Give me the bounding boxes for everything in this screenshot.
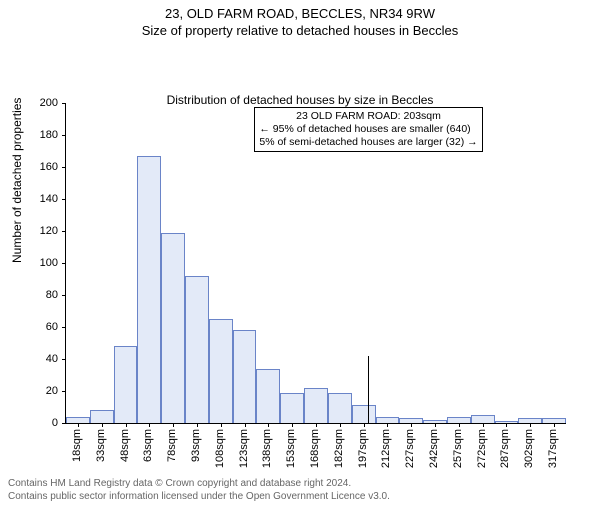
histogram-bar xyxy=(209,319,233,423)
histogram-bar xyxy=(161,233,185,423)
histogram-bar xyxy=(256,369,280,423)
x-tick-label: 33sqm xyxy=(95,429,107,462)
x-tick-label: 317sqm xyxy=(547,429,559,468)
footer-line-1: Contains HM Land Registry data © Crown c… xyxy=(8,477,592,490)
page-title-subtitle: Size of property relative to detached ho… xyxy=(0,23,600,38)
y-tick-label: 180 xyxy=(28,129,58,141)
histogram-bar xyxy=(185,276,209,423)
x-tick-label: 63sqm xyxy=(142,429,154,462)
histogram-bar xyxy=(90,410,114,423)
annotation-line: 5% of semi-detached houses are larger (3… xyxy=(259,136,477,149)
y-tick-label: 200 xyxy=(28,97,58,109)
histogram-bar xyxy=(352,405,376,423)
property-marker-line xyxy=(368,356,370,423)
x-tick-label: 138sqm xyxy=(261,429,273,468)
x-tick-label: 123sqm xyxy=(238,429,250,468)
x-tick-label: 18sqm xyxy=(71,429,83,462)
histogram-bar xyxy=(304,388,328,423)
x-tick-label: 48sqm xyxy=(119,429,131,462)
x-tick-label: 242sqm xyxy=(428,429,440,468)
x-tick-label: 182sqm xyxy=(333,429,345,468)
footer-line-2: Contains public sector information licen… xyxy=(8,490,592,503)
x-tick-label: 227sqm xyxy=(404,429,416,468)
y-tick-label: 20 xyxy=(28,385,58,397)
histogram-bar xyxy=(233,330,257,423)
plot-area: 23 OLD FARM ROAD: 203sqm← 95% of detache… xyxy=(65,103,566,424)
x-tick-label: 212sqm xyxy=(380,429,392,468)
y-tick-label: 100 xyxy=(28,257,58,269)
x-tick-label: 108sqm xyxy=(214,429,226,468)
histogram-bar xyxy=(280,393,304,423)
histogram-bar xyxy=(471,415,495,423)
y-tick-label: 140 xyxy=(28,193,58,205)
histogram-bar xyxy=(328,393,352,423)
y-tick-label: 160 xyxy=(28,161,58,173)
x-tick-label: 197sqm xyxy=(357,429,369,468)
annotation-line: ← 95% of detached houses are smaller (64… xyxy=(259,123,477,136)
x-tick-label: 93sqm xyxy=(190,429,202,462)
y-axis-label: Number of detached properties xyxy=(10,98,24,263)
y-tick-label: 120 xyxy=(28,225,58,237)
x-tick-label: 302sqm xyxy=(523,429,535,468)
y-tick-label: 80 xyxy=(28,289,58,301)
x-tick-label: 287sqm xyxy=(499,429,511,468)
x-tick-label: 78sqm xyxy=(166,429,178,462)
footer-attribution: Contains HM Land Registry data © Crown c… xyxy=(0,473,600,503)
page-title-address: 23, OLD FARM ROAD, BECCLES, NR34 9RW xyxy=(0,6,600,21)
histogram-chart: Number of detached properties 23 OLD FAR… xyxy=(0,93,600,473)
y-tick-label: 60 xyxy=(28,321,58,333)
histogram-bar xyxy=(114,346,138,423)
histogram-bar xyxy=(137,156,161,423)
x-tick-label: 168sqm xyxy=(309,429,321,468)
y-tick-label: 40 xyxy=(28,353,58,365)
property-annotation-box: 23 OLD FARM ROAD: 203sqm← 95% of detache… xyxy=(254,107,482,152)
x-tick-label: 153sqm xyxy=(285,429,297,468)
annotation-line: 23 OLD FARM ROAD: 203sqm xyxy=(259,110,477,123)
y-tick-label: 0 xyxy=(28,417,58,429)
x-tick-label: 272sqm xyxy=(476,429,488,468)
x-tick-label: 257sqm xyxy=(452,429,464,468)
